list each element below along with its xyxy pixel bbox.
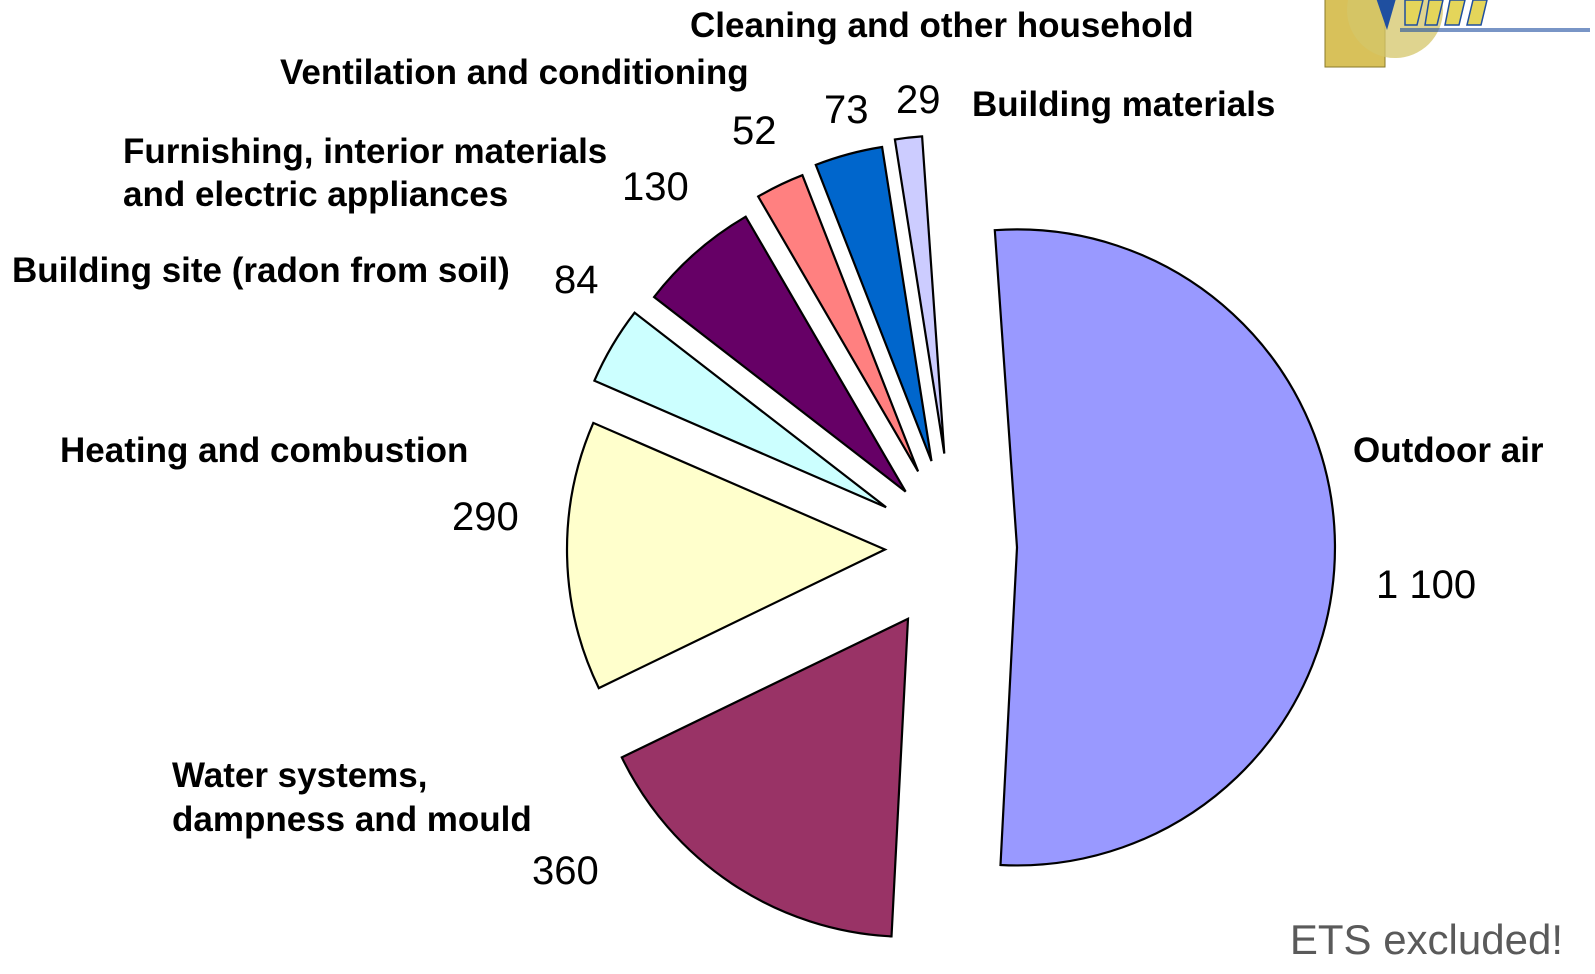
- slice-value-4: 130: [622, 165, 689, 209]
- pie-slice-5: [756, 173, 920, 472]
- slice-label-7: Building materials: [972, 85, 1275, 124]
- pie-slice-4: [652, 215, 907, 493]
- pie-slice-0: [993, 228, 1337, 867]
- slice-label-1: Water systems, dampness and mould: [172, 756, 532, 839]
- slice-value-3: 84: [554, 258, 599, 302]
- ets-excluded-note: ETS excluded!: [1289, 916, 1563, 963]
- project-logo-icon: [1324, 0, 1590, 68]
- slice-label-2: Heating and combustion: [60, 431, 468, 470]
- pie-slice-1: [620, 616, 910, 938]
- slice-label-4: Furnishing, interior materials and electr…: [123, 132, 607, 214]
- slice-value-5: 52: [732, 109, 777, 153]
- slice-value-6: 73: [824, 88, 869, 132]
- pie-slices: [565, 135, 1337, 938]
- pie-slice-7: [893, 135, 946, 454]
- pie-labels: Outdoor air 1 100 Water systems, dampness a…: [12, 6, 1544, 893]
- slice-label-0: Outdoor air: [1353, 431, 1544, 470]
- pie-slice-2: [565, 421, 888, 690]
- pie-slice-6: [814, 145, 933, 462]
- slice-value-0: 1 100: [1376, 563, 1476, 607]
- slice-label-3: Building site (radon from soil): [12, 251, 510, 290]
- slice-value-2: 290: [452, 495, 519, 539]
- slice-value-1: 360: [532, 849, 599, 893]
- slice-label-5: Ventilation and conditioning: [280, 53, 749, 92]
- pie-slice-3: [592, 311, 887, 509]
- slice-label-6: Cleaning and other household: [690, 6, 1194, 45]
- slice-value-7: 29: [896, 78, 941, 122]
